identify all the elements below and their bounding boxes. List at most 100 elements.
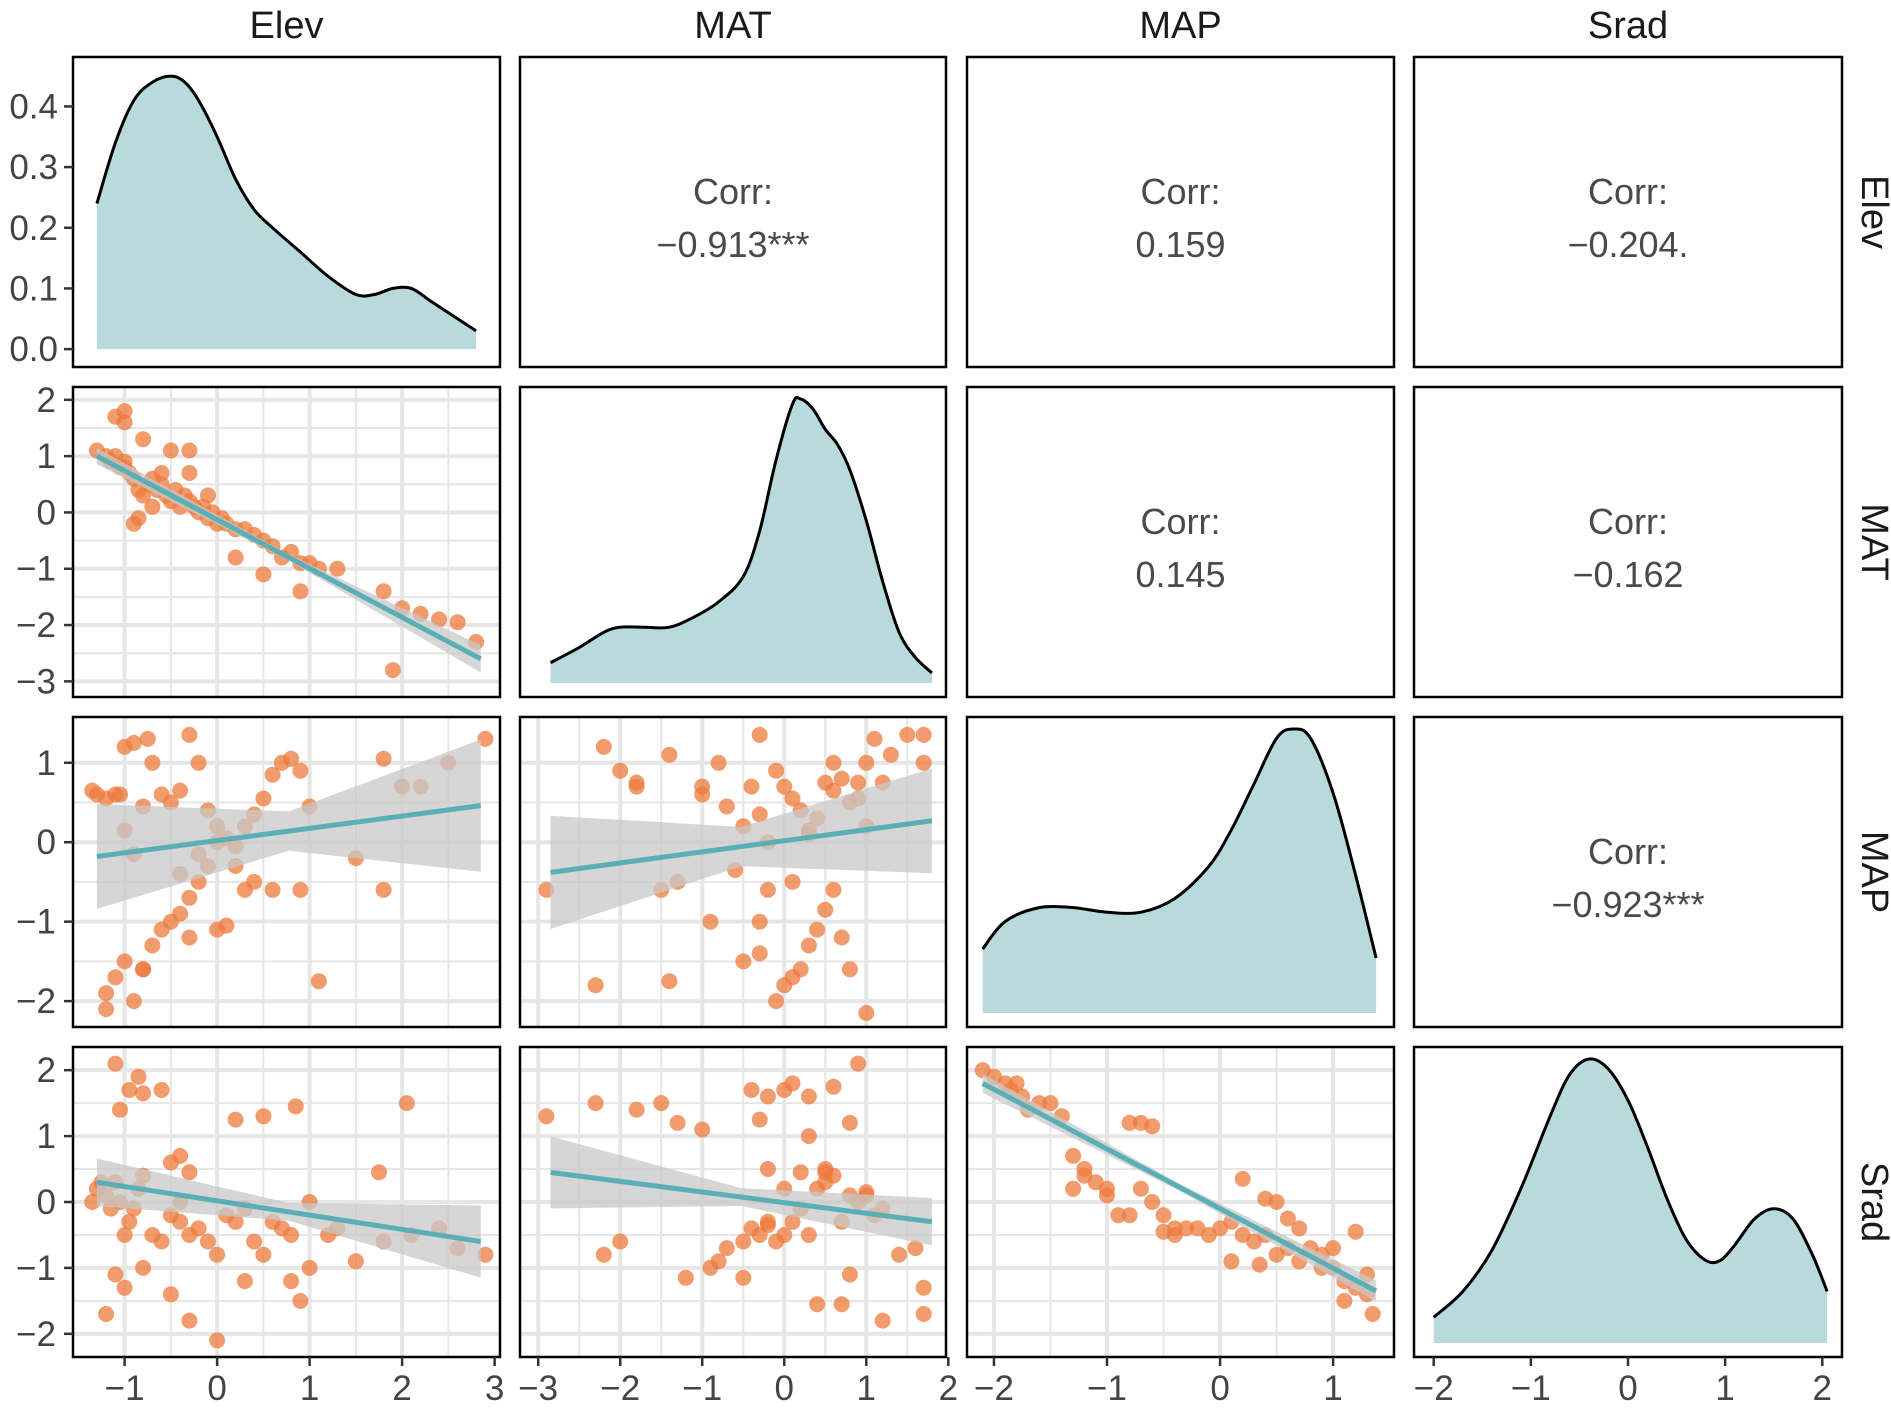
scatter-point [283,750,300,767]
corr-label: Corr: [1588,831,1668,872]
scatter-point [825,782,842,799]
scatter-point [292,583,309,600]
y-tick-label: 1 [37,744,56,783]
confidence-band [550,1136,932,1246]
scatter-point [735,1233,752,1250]
density-curve-elev [95,74,477,333]
scatter-point [882,746,899,763]
scatter-point [1268,1194,1285,1210]
scatter-point [776,778,793,795]
panel-border [1412,55,1844,369]
scatter-point [800,1128,817,1145]
scatter-point [181,889,198,906]
panel-border [965,1045,1396,1359]
scatter-point [858,1005,875,1021]
scatter-point [809,921,826,938]
scatter-point [264,881,281,898]
scatter-point [398,1095,415,1112]
scatter-point [751,726,768,743]
panel-border [71,55,502,369]
scatter-point [246,1233,263,1250]
density-curve-map [981,727,1378,959]
scatter-point [915,754,932,771]
scatter-point [1279,1210,1296,1227]
scatter-point [98,985,115,1002]
regression-line [96,803,482,859]
scatter-point [125,515,142,532]
scatter-point [1155,1207,1172,1224]
regression-line [550,818,933,875]
y-tick-label: 0.2 [9,209,58,248]
scatter-point [98,1306,115,1322]
scatter-point [612,1233,629,1250]
scatter-point [1132,1180,1149,1197]
scatter-point [784,1075,801,1092]
scatter-point [768,762,785,779]
y-tick-label: 0.0 [9,330,58,369]
y-tick-label: −3 [16,662,56,701]
corr-value: −0.913*** [656,224,809,265]
scatter-point [255,1246,272,1263]
panel-srad-srad [1432,1057,1829,1343]
scatter-point [209,1332,226,1349]
panel-elev-map: Corr: 0.159 [1135,171,1225,265]
scatter-point [628,1101,645,1118]
scatter-point [899,726,916,743]
scatter-point [702,913,719,930]
y-tick-label: 2 [37,381,56,420]
scatter-point [125,993,142,1010]
scatter-point [112,786,128,803]
scatter-point [1110,1207,1127,1224]
scatter-point [121,1213,138,1230]
scatter-point [817,1164,834,1181]
panel-mat-mat [549,395,933,683]
scatter-point [768,993,785,1010]
scatter-point [694,1121,711,1138]
x-tick-label: 1 [300,1369,319,1408]
y-tick-label: 0.4 [9,87,58,126]
scatter-point [850,774,867,791]
panel-border [965,55,1396,369]
panel-border [518,1045,948,1359]
x-tick-label: −1 [1511,1369,1551,1408]
panel-elev-mat: Corr: −0.913*** [656,171,809,265]
column-label-map: MAP [1139,5,1221,47]
scatter-point [135,431,152,448]
y-tick-label: 0 [37,1183,56,1222]
x-tick-label: 0 [775,1369,794,1408]
corr-label: Corr: [693,171,773,212]
scatter-point [718,1240,735,1257]
scatter-point [850,1055,867,1072]
scatter-point [1008,1075,1025,1092]
scatter-point [735,953,752,970]
scatter-point [1121,1207,1138,1224]
scatter-point [329,560,346,577]
scatter-point [915,726,932,743]
x-tick-label: −2 [974,1369,1014,1408]
x-tick-label: 3 [485,1369,504,1408]
scatter-point [841,1266,858,1283]
corr-value: −0.162 [1572,554,1683,595]
scatter-point [792,1164,809,1181]
corr-label: Corr: [1141,501,1221,542]
y-tick-label: 2 [37,1051,56,1090]
scatter-point [181,929,198,946]
scatter-point [1166,1227,1183,1243]
scatter-point [172,1213,189,1230]
y-tick-label: −1 [16,550,56,589]
scatter-point [292,1292,309,1309]
scatter-point [292,762,309,779]
scatter-point [694,786,711,803]
scatter-point [1144,1118,1161,1135]
scatter-point [116,953,133,970]
scatter-point [800,937,817,954]
scatter-point [841,1114,858,1131]
y-tick-label: 1 [37,437,56,476]
panel-border [965,385,1396,699]
panel-border [71,385,502,699]
y-tick-label: −2 [16,606,56,645]
scatter-point [264,766,281,783]
scatter-point [116,414,133,431]
scatter-point [199,1233,216,1250]
scatter-point [751,913,768,930]
